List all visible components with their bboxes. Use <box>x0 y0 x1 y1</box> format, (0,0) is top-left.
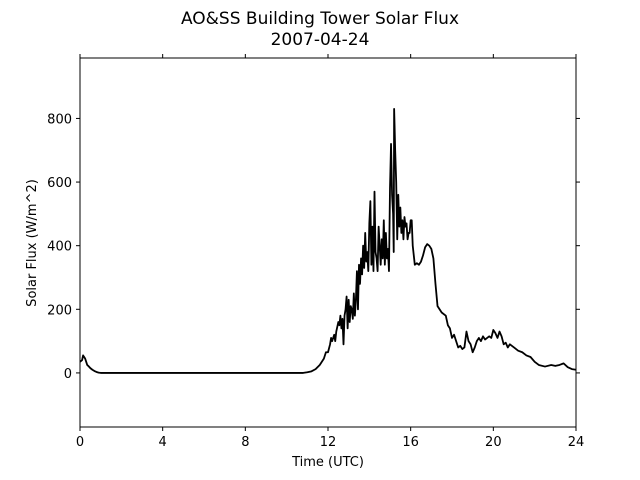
plot-area: 0 4 8 12 16 20 24 0 200 400 600 800 <box>47 54 584 450</box>
chart-subtitle: 2007-04-24 <box>271 30 370 50</box>
y-tick-label: 600 <box>47 176 72 191</box>
series-line-0 <box>80 108 576 374</box>
x-tick-label: 20 <box>485 435 502 450</box>
x-tick-label: 12 <box>320 435 337 450</box>
y-tick-label: 200 <box>47 303 72 318</box>
y-tick-label: 400 <box>47 240 72 255</box>
y-tick-label: 800 <box>47 112 72 127</box>
x-tick-label: 24 <box>568 435 585 450</box>
y-tick-label: 0 <box>64 367 72 382</box>
x-axis-label: Time (UTC) <box>291 455 364 470</box>
x-tick-label: 0 <box>76 435 84 450</box>
x-tick-label: 8 <box>241 435 249 450</box>
x-tick-label: 16 <box>402 435 419 450</box>
chart-title: AO&SS Building Tower Solar Flux <box>181 9 459 29</box>
y-axis-label: Solar Flux (W/m^2) <box>25 179 40 307</box>
x-tick-label: 4 <box>159 435 167 450</box>
axes-frame <box>79 57 577 428</box>
